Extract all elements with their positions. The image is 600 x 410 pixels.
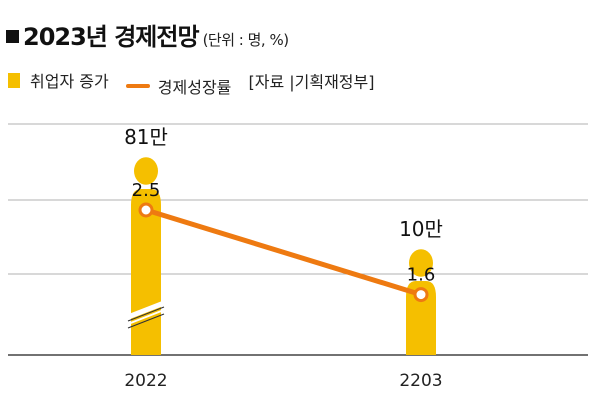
growth-rate-point [138, 202, 154, 218]
growth-rate-point [413, 287, 429, 303]
growth-rate-label: 2.5 [132, 180, 161, 201]
legend-item-growth: 경제성장률 [125, 74, 232, 98]
growth-rate-line [143, 207, 424, 298]
legend-label-growth: 경제성장률 [157, 77, 232, 97]
chart-title: 2023년 경제전망 [23, 23, 200, 51]
employment-bar-2203 [406, 249, 436, 355]
legend-label-employment: 취업자 증가 [30, 72, 109, 91]
employment-bar-2022 [127, 157, 165, 355]
employment-value-label: 81만 [124, 125, 168, 149]
growth-rate-label: 1.6 [407, 265, 436, 286]
legend: 취업자 증가 경제성장률 [자료 |기획재정부] [8, 68, 375, 98]
text-layer: 81만 10만 2.5 1.6 2022 2203 [124, 125, 443, 391]
bar-layer [127, 157, 436, 355]
legend-source: [자료 |기획재정부] [248, 72, 375, 92]
x-tick-label: 2022 [124, 371, 167, 391]
legend-line-swatch-icon [125, 83, 150, 88]
legend-bar-swatch-icon [8, 72, 20, 88]
title-square-icon [6, 30, 19, 43]
employment-value-label: 10만 [399, 217, 443, 241]
legend-item-employment: 취업자 증가 [8, 68, 109, 92]
unit-note: (단위 : 명, %) [202, 31, 289, 49]
chart-header: 2023년 경제전망 (단위 : 명, %) [6, 17, 289, 52]
line-layer [138, 202, 429, 303]
grid-layer [8, 123, 588, 356]
axis-break-icon [127, 300, 165, 320]
x-tick-label: 2203 [399, 371, 442, 391]
